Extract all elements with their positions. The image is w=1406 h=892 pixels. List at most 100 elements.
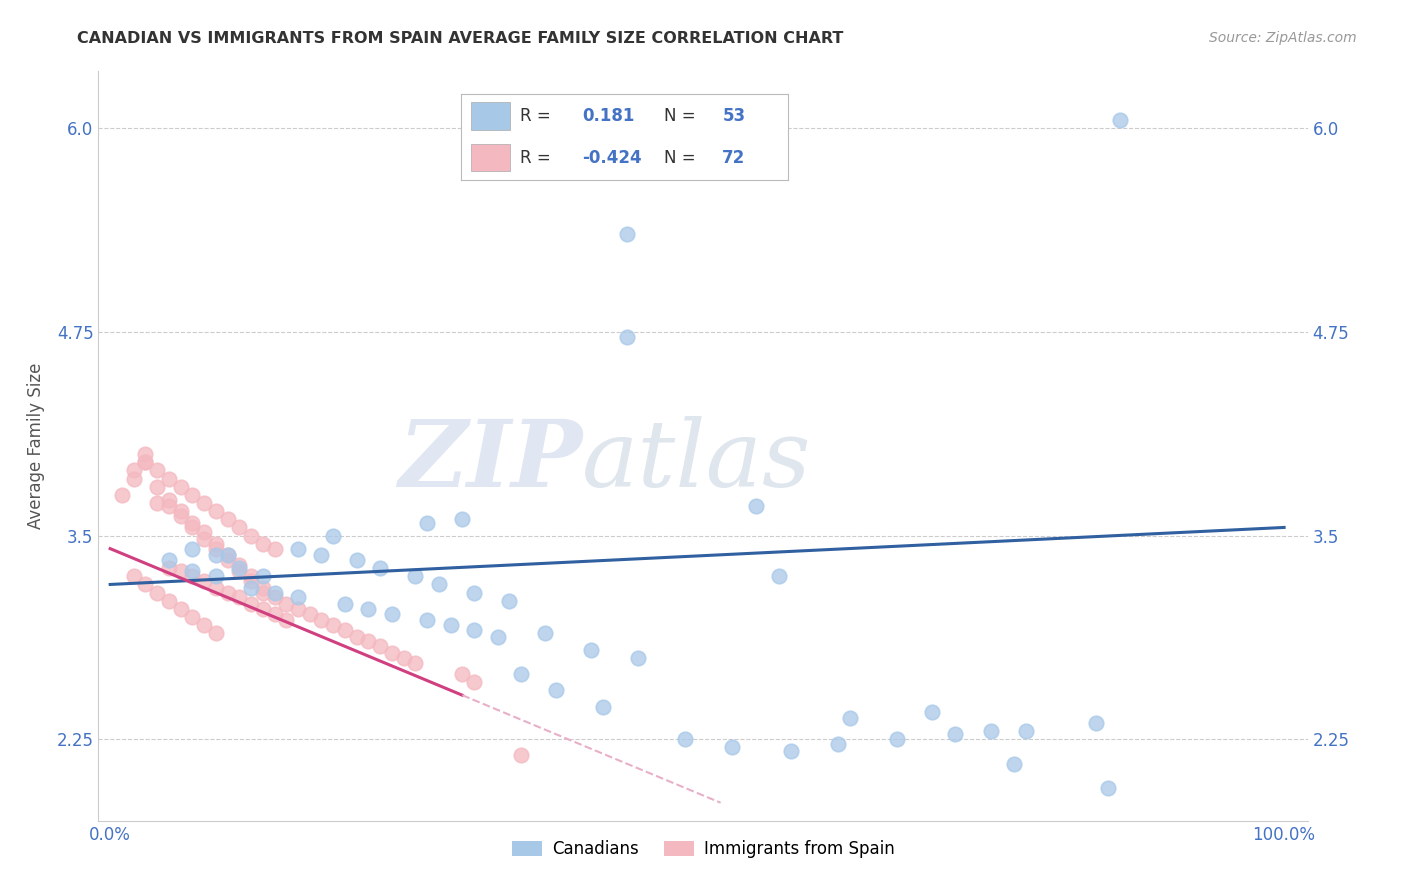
- Point: [768, 569, 790, 583]
- Point: [546, 683, 568, 698]
- Point: [263, 541, 285, 556]
- Point: [287, 591, 309, 605]
- Point: [921, 705, 943, 719]
- Point: [498, 593, 520, 607]
- Point: [181, 488, 204, 502]
- Point: [204, 548, 226, 562]
- Point: [745, 500, 768, 514]
- Point: [169, 565, 191, 579]
- Point: [945, 727, 967, 741]
- Point: [451, 667, 474, 681]
- Point: [181, 610, 204, 624]
- Point: [252, 585, 274, 599]
- Point: [311, 548, 333, 562]
- Point: [463, 675, 485, 690]
- Point: [322, 618, 344, 632]
- Point: [122, 463, 145, 477]
- Point: [228, 591, 250, 605]
- Point: [780, 743, 803, 757]
- Point: [287, 602, 309, 616]
- Point: [157, 500, 180, 514]
- Point: [193, 574, 215, 589]
- Point: [228, 565, 250, 579]
- Point: [252, 569, 274, 583]
- Point: [533, 626, 555, 640]
- Text: Source: ZipAtlas.com: Source: ZipAtlas.com: [1209, 31, 1357, 45]
- Point: [263, 585, 285, 599]
- Point: [263, 607, 285, 621]
- Point: [510, 748, 533, 763]
- Point: [228, 561, 250, 575]
- Point: [427, 577, 450, 591]
- Legend: Canadians, Immigrants from Spain: Canadians, Immigrants from Spain: [505, 833, 901, 864]
- Point: [276, 597, 298, 611]
- Point: [827, 737, 849, 751]
- Point: [193, 496, 215, 510]
- Point: [368, 561, 391, 575]
- Point: [169, 504, 191, 518]
- Point: [240, 569, 263, 583]
- Point: [451, 512, 474, 526]
- Point: [486, 630, 509, 644]
- Point: [616, 227, 638, 242]
- Point: [416, 613, 439, 627]
- Point: [169, 509, 191, 524]
- Text: atlas: atlas: [582, 416, 811, 506]
- Point: [263, 591, 285, 605]
- Point: [252, 537, 274, 551]
- Point: [134, 577, 156, 591]
- Point: [111, 488, 134, 502]
- Point: [346, 630, 368, 644]
- Point: [416, 516, 439, 530]
- Point: [1085, 715, 1108, 730]
- Text: CANADIAN VS IMMIGRANTS FROM SPAIN AVERAGE FAMILY SIZE CORRELATION CHART: CANADIAN VS IMMIGRANTS FROM SPAIN AVERAG…: [77, 31, 844, 46]
- Point: [240, 597, 263, 611]
- Point: [333, 597, 356, 611]
- Y-axis label: Average Family Size: Average Family Size: [28, 363, 45, 529]
- Point: [357, 602, 380, 616]
- Point: [204, 537, 226, 551]
- Point: [181, 541, 204, 556]
- Point: [217, 553, 239, 567]
- Point: [1108, 113, 1130, 128]
- Point: [1015, 724, 1038, 739]
- Point: [404, 656, 426, 670]
- Point: [346, 553, 368, 567]
- Point: [193, 532, 215, 546]
- Point: [181, 520, 204, 534]
- Point: [673, 732, 696, 747]
- Point: [181, 565, 204, 579]
- Point: [217, 548, 239, 562]
- Point: [252, 602, 274, 616]
- Point: [838, 711, 860, 725]
- Point: [721, 740, 744, 755]
- Point: [134, 455, 156, 469]
- Point: [228, 520, 250, 534]
- Point: [357, 634, 380, 648]
- Point: [581, 642, 603, 657]
- Point: [146, 585, 169, 599]
- Point: [146, 496, 169, 510]
- Point: [204, 541, 226, 556]
- Point: [193, 525, 215, 540]
- Point: [627, 650, 650, 665]
- Point: [298, 607, 321, 621]
- Point: [157, 561, 180, 575]
- Point: [157, 472, 180, 486]
- Point: [616, 330, 638, 344]
- Text: ZIP: ZIP: [398, 416, 582, 506]
- Point: [276, 613, 298, 627]
- Point: [146, 463, 169, 477]
- Point: [157, 553, 180, 567]
- Point: [240, 574, 263, 589]
- Point: [134, 447, 156, 461]
- Point: [204, 581, 226, 595]
- Point: [592, 699, 614, 714]
- Point: [122, 472, 145, 486]
- Point: [204, 626, 226, 640]
- Point: [886, 732, 908, 747]
- Point: [217, 512, 239, 526]
- Point: [439, 618, 461, 632]
- Point: [287, 541, 309, 556]
- Point: [157, 492, 180, 507]
